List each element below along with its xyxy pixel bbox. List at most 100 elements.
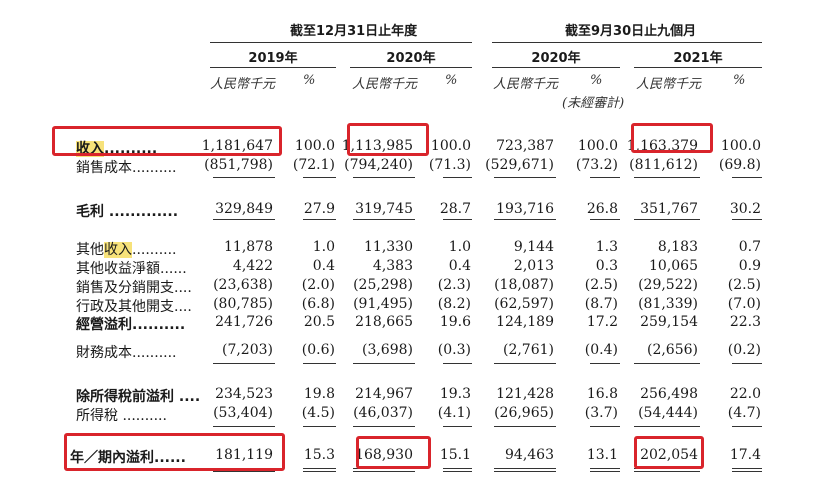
- double-rule-bot-2020np: [590, 471, 620, 472]
- annotation-box-profit-2020: [356, 436, 431, 469]
- table-cell: 0.9: [738, 258, 761, 274]
- row-leader-dots: .............: [104, 204, 179, 220]
- rule-gross-2020a: [353, 219, 415, 220]
- table-cell: (2,761): [502, 342, 554, 358]
- rule-tax-2021n: [634, 426, 700, 427]
- row-label-text: 其他收益淨額: [76, 261, 160, 277]
- table-cell: (72.1): [292, 157, 335, 173]
- year-2020-annual: 2020年: [386, 51, 436, 66]
- rule-cost-2020n: [494, 177, 556, 178]
- table-cell: (2.5): [727, 277, 761, 293]
- double-rule-bot-2019p: [303, 471, 336, 472]
- table-cell: 319,745: [355, 201, 413, 217]
- unit-amount-2020a: 人民幣千元: [352, 77, 418, 92]
- rule-tax-2021np: [732, 426, 762, 427]
- row-label: 其他收益淨額......: [76, 258, 187, 278]
- double-rule-bot-2020ap: [443, 471, 472, 472]
- table-cell: (851,798): [204, 157, 273, 173]
- table-cell: 329,849: [215, 201, 273, 217]
- header-group-annual: 截至12月31日止年度: [290, 24, 418, 39]
- table-cell: 1,181,647: [201, 138, 273, 154]
- table-cell: (69.8): [718, 157, 761, 173]
- table-cell: (4.7): [727, 405, 761, 421]
- rule-tax-2019: [213, 426, 275, 427]
- double-rule-top-2021np: [732, 468, 762, 469]
- header-group-nine-months: 截至9月30日止九個月: [565, 24, 697, 39]
- row-label: 其他收入..........: [76, 239, 177, 259]
- table-cell: (0.6): [301, 342, 335, 358]
- row-leader-dots: ......: [160, 261, 187, 277]
- annotation-box-revenue-2021: [631, 123, 713, 153]
- year-rule-2020-nine: [492, 67, 620, 68]
- annotation-box-profit-label: [64, 433, 285, 471]
- table-cell: 193,716: [496, 201, 554, 217]
- rule-gross-2020ap: [443, 219, 472, 220]
- table-cell: 27.9: [303, 201, 335, 217]
- double-rule-bot-2019: [213, 471, 275, 472]
- double-rule-top-2019p: [303, 468, 336, 469]
- double-rule-top-2020n: [494, 468, 556, 469]
- table-cell: 202,054: [640, 447, 698, 463]
- table-cell: (4.5): [301, 405, 335, 421]
- table-cell: (4.1): [437, 405, 471, 421]
- annotation-box-profit-2021: [634, 436, 704, 469]
- year-rule-2019: [210, 67, 336, 68]
- unit-amount-2020n: 人民幣千元: [493, 77, 559, 92]
- table-cell: (794,240): [344, 157, 413, 173]
- row-label-text: 毛利: [76, 204, 104, 220]
- year-2020-nine-months: 2020年: [531, 51, 581, 66]
- double-rule-top-2020np: [590, 468, 620, 469]
- table-cell: 19.3: [439, 386, 471, 402]
- rule-finance-2019p: [303, 363, 336, 364]
- table-cell: 4,383: [372, 258, 413, 274]
- rule-tax-2020a: [353, 426, 415, 427]
- table-cell: 11,878: [224, 239, 273, 255]
- row-label: 財務成本..........: [76, 342, 177, 362]
- double-rule-bot-2021np: [732, 471, 762, 472]
- table-cell: 22.0: [729, 386, 761, 402]
- rule-tax-2020n: [494, 426, 556, 427]
- double-rule-bot-2020a: [353, 471, 415, 472]
- header-rule-nine-months: [492, 42, 762, 43]
- table-cell: 22.3: [729, 314, 761, 330]
- rule-finance-2021n: [634, 363, 700, 364]
- table-cell: (2,656): [646, 342, 698, 358]
- row-leader-dots: ....: [174, 280, 192, 296]
- rule-gross-2020np: [590, 219, 620, 220]
- table-cell: (23,638): [213, 277, 273, 293]
- table-cell: 100.0: [577, 138, 618, 154]
- row-label-text: 行政及其他開支: [76, 299, 174, 315]
- table-cell: (18,087): [494, 277, 554, 293]
- table-cell: 19.8: [303, 386, 335, 402]
- table-cell: (53,404): [213, 405, 273, 421]
- row-label-text: 銷售成本: [76, 160, 132, 176]
- rule-gross-2020n: [494, 219, 556, 220]
- table-cell: 1.3: [595, 239, 618, 255]
- rule-cost-2020np: [590, 177, 620, 178]
- row-leader-dots: ..........: [132, 160, 177, 176]
- rule-gross-2019: [213, 219, 275, 220]
- unit-amount-2021n: 人民幣千元: [636, 77, 702, 92]
- table-cell: 256,498: [640, 386, 698, 402]
- table-cell: 121,428: [496, 386, 554, 402]
- rule-tax-2020np: [590, 426, 620, 427]
- table-cell: 234,523: [215, 386, 273, 402]
- table-cell: 0.7: [738, 239, 761, 255]
- table-cell: 124,189: [496, 314, 554, 330]
- table-cell: (62,597): [494, 296, 554, 312]
- year-rule-2021-nine: [634, 67, 762, 68]
- unaudited-note: (未經審計): [562, 96, 625, 111]
- table-cell: 2,013: [513, 258, 554, 274]
- table-cell: (6.8): [301, 296, 335, 312]
- rule-finance-2020n: [494, 363, 556, 364]
- row-label-text: 經營溢利: [76, 317, 132, 333]
- table-cell: 19.6: [439, 314, 471, 330]
- year-rule-2020-annual: [350, 67, 472, 68]
- table-cell: (2.5): [584, 277, 618, 293]
- row-label: 銷售成本..........: [76, 157, 177, 177]
- rule-cost-2019: [213, 177, 275, 178]
- table-cell: 100.0: [720, 138, 761, 154]
- table-cell: (26,965): [494, 405, 554, 421]
- table-cell: 15.1: [439, 447, 471, 463]
- rule-finance-2020a: [353, 363, 415, 364]
